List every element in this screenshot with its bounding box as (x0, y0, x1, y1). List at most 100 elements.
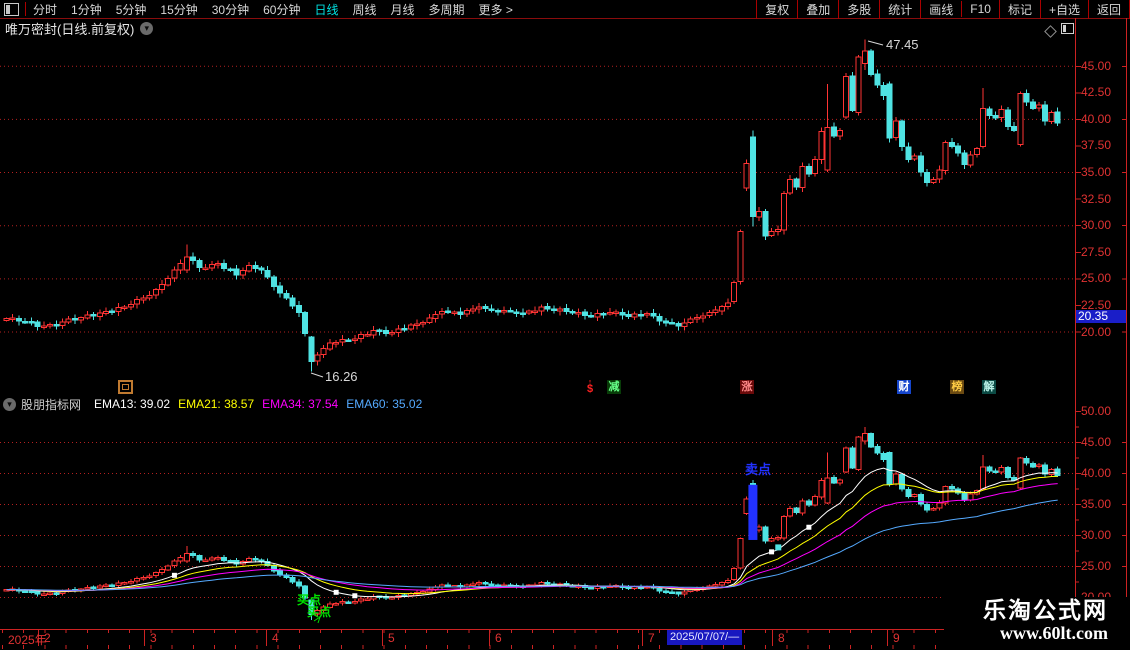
ema34-value-label: EMA34: 37.54 (262, 397, 339, 411)
buy-point-label-2: 买点 (307, 604, 331, 619)
x-axis-month-label: 4 (272, 631, 279, 645)
toolbar-menu: 复权 叠加 多股 统计 画线 F10 标记 +自选 返回 (756, 0, 1130, 19)
stamp-财[interactable]: 财 (897, 380, 911, 394)
period-menu-item-4[interactable]: 15分钟 (160, 2, 198, 17)
period-menu-item-3[interactable]: 5分钟 (115, 2, 147, 17)
watermark: 乐淘公式网 www.60lt.com (944, 597, 1130, 650)
indicator-tick-label: 30.00 (1081, 528, 1112, 542)
period-menu-item-8[interactable]: 周线 (352, 2, 377, 17)
annotation-price-label: 16.26 (325, 369, 358, 384)
price-tick-label: 40.00 (1081, 111, 1112, 126)
period-menu-item-1[interactable]: 分时 (33, 2, 58, 17)
period-menu-item-11[interactable]: 更多 > (478, 2, 513, 17)
hui-square-icon[interactable] (118, 380, 133, 394)
stamp-减[interactable]: 减 (607, 380, 621, 394)
signal-marker-cyan (775, 544, 782, 551)
chevron-down-circle-icon[interactable]: ▾ (3, 397, 16, 411)
buy-point-label-1: 买点 (297, 592, 321, 607)
axis-lines (0, 18, 1130, 649)
title-bar: 唯万密封(日线.前复权) ▾ (0, 19, 154, 38)
annotation-arrow-1 (867, 40, 884, 46)
stamp-解[interactable]: 解 (982, 380, 996, 394)
period-menu-item-5[interactable]: 30分钟 (211, 2, 250, 17)
toolbar-button-6[interactable]: F10 (961, 1, 999, 17)
indicator-tick-label: 40.00 (1081, 466, 1112, 480)
stock-title: 唯万密封(日线.前复权) (5, 22, 135, 37)
period-menu-item-7[interactable]: 日线 (314, 2, 339, 17)
price-tick-label: 42.50 (1081, 85, 1112, 100)
signal-marker-white (769, 549, 775, 555)
main-candles (3, 39, 1061, 372)
toolbar-button-3[interactable]: 多股 (838, 0, 879, 19)
x-axis-year-label: 2025年 (8, 633, 47, 647)
last-price-badge: 20.35 (1076, 310, 1126, 323)
watermark-site-url: www.60lt.com (1000, 623, 1108, 643)
toolbar-button-8[interactable]: +自选 (1039, 0, 1088, 19)
chevron-down-circle-icon[interactable]: ▾ (140, 22, 154, 35)
sell-point-label: 卖点 (745, 462, 771, 477)
price-tick-label: 27.50 (1081, 244, 1112, 259)
ema13-value-label: EMA13: 39.02 (94, 397, 171, 411)
indicator-tick-label: 50.00 (1081, 404, 1112, 418)
indicator-tick-label: 25.00 (1081, 559, 1112, 573)
signal-marker-white (171, 572, 177, 578)
ema-lines (6, 467, 1058, 599)
gridlines-panel1 (0, 65, 1075, 333)
price-tick-label: 22.50 (1081, 297, 1112, 312)
indicator-candles (3, 426, 1061, 621)
toolbar-button-9[interactable]: 返回 (1087, 0, 1130, 19)
toolbar-button-5[interactable]: 画线 (920, 0, 961, 19)
ema21-value-label: EMA21: 38.57 (178, 397, 255, 411)
ema60-line (6, 499, 1058, 591)
period-menu-item-9[interactable]: 月线 (390, 2, 415, 17)
price-tick-label: 30.00 (1081, 218, 1112, 233)
annotation-price-label: 47.45 (886, 37, 919, 52)
period-menu-item-6[interactable]: 60分钟 (263, 2, 301, 17)
stamp-涨[interactable]: 涨 (740, 380, 754, 394)
x-axis-month-label: 7 (648, 631, 655, 645)
ema60-value-label: EMA60: 35.02 (346, 397, 423, 411)
price-tick-label: 35.00 (1081, 165, 1112, 180)
x-axis-month-label: 5 (388, 631, 395, 645)
price-tick-label: 45.00 (1081, 58, 1112, 73)
watermark-site-name: 乐淘公式网 (983, 597, 1108, 623)
indicator-source-label: 股朋指标网 (21, 397, 82, 412)
period-menu-item-10[interactable]: 多周期 (428, 2, 465, 17)
annotation-arrow-2 (310, 372, 324, 378)
toolbar-button-7[interactable]: 标记 (998, 0, 1040, 19)
window-split-icon[interactable] (4, 2, 19, 16)
price-tick-label: 25.00 (1081, 271, 1112, 286)
signal-marker-white (333, 589, 339, 595)
x-axis-month-label: 8 (778, 631, 785, 645)
stamp-text: $ (586, 383, 594, 395)
indicator-tick-label: 35.00 (1081, 497, 1112, 511)
menu-separator (25, 2, 26, 16)
indicator-header: ▾ 股朋指标网 EMA13: 39.02 EMA21: 38.57 EMA34: 3… (0, 396, 422, 412)
buy-arrow-icon (313, 615, 321, 624)
toolbar-button-1[interactable]: 复权 (756, 0, 797, 19)
x-axis-month-label: 3 (150, 631, 157, 645)
indicator-tick-label: 45.00 (1081, 435, 1112, 449)
up-arrow-icon: ↑ (587, 377, 593, 387)
ema-labels: EMA13: 39.02 EMA21: 38.57 EMA34: 37.54 EMA6… (86, 397, 422, 411)
toolbar-button-4[interactable]: 统计 (879, 0, 920, 19)
x-axis-month-label: 6 (495, 631, 502, 645)
selected-date-chip: 2025/07/07/— (667, 630, 743, 645)
signal-marker-white (352, 593, 358, 599)
price-tick-label: 20.00 (1081, 324, 1112, 339)
signal-marker-white (806, 524, 812, 530)
stamp-dollar[interactable]: ↑ $ (583, 377, 597, 395)
period-menu-bar: 分时 1分钟 5分钟 15分钟 30分钟 60分钟 日线 周线 月线 多周期 更多 > 复权 叠加 多股… (0, 0, 1130, 19)
toolbar-button-2[interactable]: 叠加 (797, 0, 838, 19)
maximize-window-icon[interactable] (1061, 23, 1074, 34)
stamp-榜[interactable]: 榜 (950, 380, 964, 394)
period-menu: 分时 1分钟 5分钟 15分钟 30分钟 60分钟 日线 周线 月线 多周期 更多 > (26, 0, 520, 18)
price-tick-label: 37.50 (1081, 138, 1112, 153)
gridlines-panel2 (0, 442, 1075, 598)
ema34-line (6, 483, 1058, 592)
period-menu-item-2[interactable]: 1分钟 (71, 2, 102, 17)
sell-signal-bar (748, 484, 758, 540)
price-tick-label: 32.50 (1081, 191, 1112, 206)
